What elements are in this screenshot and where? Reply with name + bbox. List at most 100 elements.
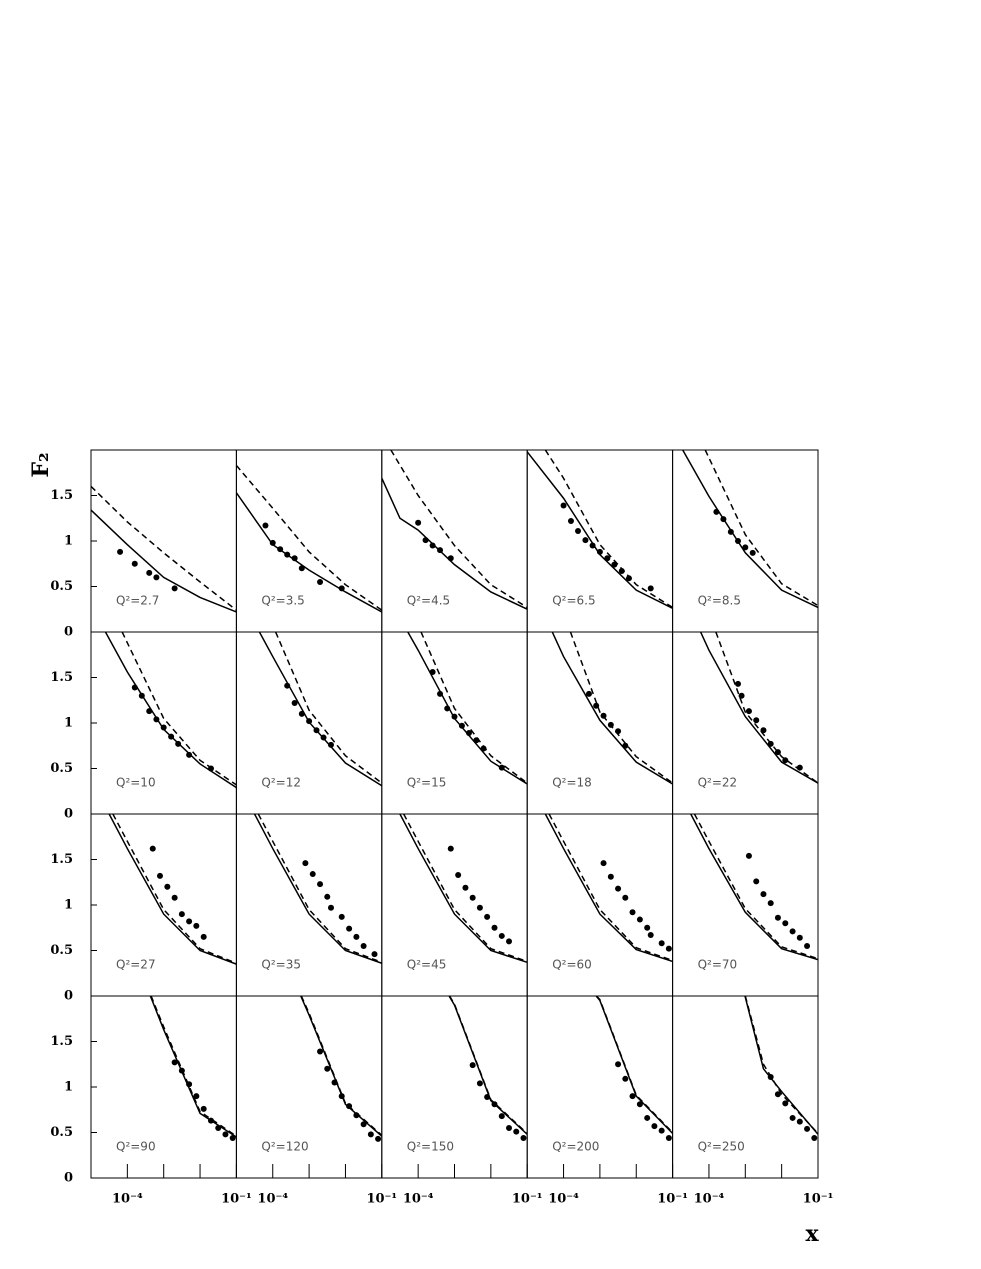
data-point	[745, 852, 752, 859]
y-tick-label: 0	[64, 989, 73, 1004]
data-point	[760, 891, 767, 898]
data-point	[513, 1128, 520, 1135]
data-point	[506, 938, 513, 945]
data-point	[447, 845, 454, 852]
panel-frame	[235, 813, 383, 997]
solid-curve	[91, 509, 237, 613]
panel-label: Q²=22	[698, 776, 738, 790]
data-point	[469, 894, 476, 901]
data-point	[353, 933, 360, 940]
panel-plot	[699, 632, 818, 784]
data-point	[607, 873, 614, 880]
solid-curve	[527, 451, 673, 610]
data-point	[164, 883, 171, 890]
panel-label: Q²=120	[261, 1140, 308, 1154]
panel-plot	[258, 632, 382, 787]
panel-plot	[682, 450, 818, 609]
data-point	[567, 517, 574, 524]
data-point	[658, 940, 665, 947]
data-point	[774, 1091, 781, 1098]
panel-frame	[90, 631, 237, 815]
data-point	[767, 900, 774, 907]
data-point	[782, 1100, 789, 1107]
solid-curve	[407, 632, 528, 785]
data-point	[753, 878, 760, 885]
solid-curve	[699, 632, 818, 784]
data-point	[582, 537, 589, 544]
data-point	[738, 692, 745, 699]
data-point	[651, 1123, 658, 1130]
panel-frame	[672, 449, 819, 633]
data-point	[462, 884, 469, 891]
data-point	[789, 1114, 796, 1121]
data-point	[375, 1135, 382, 1142]
data-point	[484, 913, 491, 920]
solid-curve	[448, 996, 528, 1135]
panel-label: Q²=12	[261, 776, 301, 790]
dashed-curve	[544, 450, 673, 609]
solid-curve	[149, 996, 237, 1138]
dashed-curve	[274, 632, 382, 784]
data-point	[491, 924, 498, 931]
data-point	[498, 1113, 505, 1120]
data-point	[171, 585, 178, 592]
panel-frame	[526, 995, 674, 1179]
panel-label: Q²=250	[698, 1140, 745, 1154]
data-point	[520, 1134, 527, 1141]
data-point	[458, 722, 465, 729]
solid-curve	[236, 492, 382, 613]
data-point	[742, 544, 749, 551]
panel-frame	[672, 995, 819, 1179]
data-point	[149, 845, 156, 852]
dashed-curve	[744, 996, 818, 1134]
panel-frame	[90, 813, 237, 997]
data-point	[455, 871, 462, 878]
data-point	[498, 932, 505, 939]
data-point	[317, 578, 324, 585]
panel-plot	[448, 996, 528, 1141]
data-point	[360, 1121, 367, 1128]
x-tick-label: 10⁻¹	[657, 1192, 688, 1207]
data-point	[146, 569, 153, 576]
panel-frame	[526, 631, 674, 815]
solid-curve	[690, 814, 818, 961]
panel-label: Q²=45	[407, 958, 447, 972]
y-tick-label: 0.5	[50, 943, 73, 958]
solid-curve	[300, 996, 382, 1137]
data-point	[371, 951, 378, 958]
data-point	[647, 585, 654, 592]
x-axis-label: x	[805, 1221, 819, 1247]
data-point	[262, 522, 269, 529]
panel-label: Q²=4.5	[407, 594, 450, 608]
solid-curve	[108, 814, 237, 965]
solid-curve	[682, 450, 818, 609]
panel-frame	[526, 813, 674, 997]
panel-frame	[381, 631, 528, 815]
dashed-curve	[257, 814, 382, 964]
panel-plot	[91, 485, 237, 613]
y-tick-label: 1	[64, 898, 73, 913]
panel-label: Q²=150	[407, 1140, 454, 1154]
data-point	[338, 913, 345, 920]
solid-curve	[381, 477, 528, 610]
x-tick-label: 10⁻¹	[221, 1192, 252, 1207]
panel-frame	[90, 995, 237, 1179]
dashed-curve	[390, 450, 528, 609]
y-tick-label: 1.5	[50, 670, 73, 685]
panel-frame	[381, 813, 528, 997]
data-point	[811, 1134, 818, 1141]
data-point	[222, 1131, 229, 1138]
data-point	[317, 1048, 324, 1055]
data-point	[625, 575, 632, 582]
y-tick-label: 1	[64, 716, 73, 731]
solid-curve	[258, 632, 382, 787]
data-point	[178, 911, 185, 918]
panel-plot	[149, 996, 237, 1141]
data-point	[615, 1061, 622, 1068]
data-point	[745, 708, 752, 715]
panel-label: Q²=27	[116, 958, 156, 972]
panel-label: Q²=3.5	[261, 594, 304, 608]
panel-label: Q²=35	[261, 958, 301, 972]
panel-plot	[399, 814, 528, 964]
panel-frame	[90, 449, 237, 633]
